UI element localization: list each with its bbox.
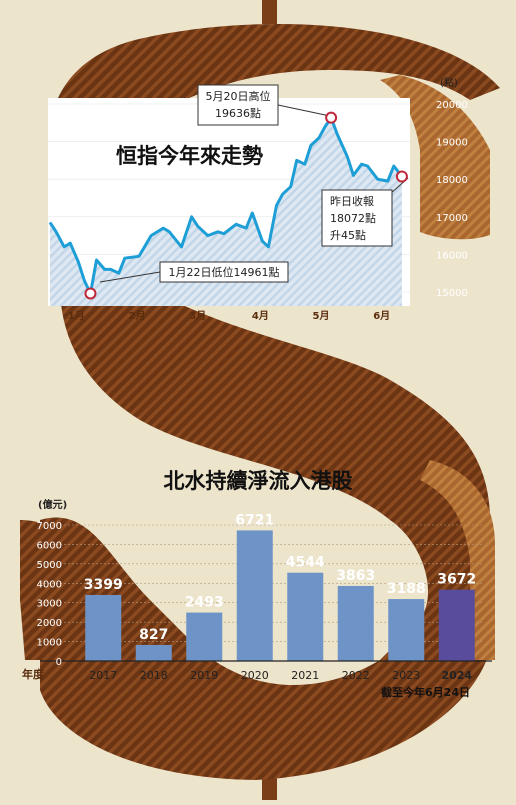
hsi-area-fill (50, 117, 402, 306)
line-chart-y-tick: 15000 (436, 288, 468, 299)
dollar-sign-decoration (20, 0, 500, 800)
line-chart-y-tick: 16000 (436, 250, 468, 261)
annotation-low: 1月22日低位14961點 (99, 261, 289, 283)
marker-low (84, 287, 97, 300)
bar-value-label: 3399 (84, 577, 123, 593)
bar-category-label: 2024 (441, 669, 472, 682)
bar-value-label: 2493 (185, 595, 224, 611)
line-chart-x-tick: 1月 (68, 310, 85, 322)
bar-chart-x-label: 年度 (22, 667, 45, 681)
bar-2018 (135, 644, 172, 661)
bar-category-label: 2018 (140, 669, 168, 682)
bar-chart-y-tick: 3000 (37, 599, 62, 610)
bar-value-label: 827 (139, 627, 168, 643)
bar-category-label: 2023 (392, 669, 420, 682)
bar-2023 (388, 599, 425, 661)
northbound-bar-chart: 北水持續淨流入港股 (億元) 3399 827 2493 6721 4544 3863 31… (22, 469, 492, 699)
bar-2024 (438, 589, 475, 661)
bar-value-label: 3672 (437, 572, 476, 588)
bar-category-label: 2017 (89, 669, 117, 682)
bar-value-label: 4544 (286, 555, 325, 571)
bar-category-label: 2022 (342, 669, 370, 682)
line-chart-x-tick: 6月 (373, 310, 390, 322)
line-chart-y-tick: 18000 (436, 175, 468, 186)
line-chart-y-tick: 19000 (436, 138, 468, 149)
bar-2017 (85, 594, 122, 661)
hsi-line-chart: 15000 16000 17000 18000 19000 20000 1月 2月 3月 4月 5… (48, 76, 468, 322)
hsi-series-line (48, 116, 404, 295)
annotation-close: 昨日收報 18072點 升45點 (321, 177, 409, 247)
bar-category-label: 2021 (291, 669, 319, 682)
bar-category-label: 2019 (190, 669, 218, 682)
annotation-low-line1: 1月22日低位14961點 (169, 265, 280, 279)
bar-chart-note: 截至今年6月24日 (381, 685, 470, 699)
annotation-high-line1: 5月20日高位 (206, 89, 271, 103)
line-chart-x-tick: 4月 (252, 310, 269, 322)
bar-chart-y-tick: 6000 (37, 540, 62, 551)
line-chart-x-tick: 2月 (128, 310, 145, 322)
annotation-close-line3: 升45點 (330, 229, 366, 242)
bar-chart-title: 北水持續淨流入港股 (164, 469, 353, 493)
bar-chart-y-tick: 7000 (37, 521, 62, 532)
line-chart-y-tick: 20000 (436, 100, 468, 111)
bar-2020 (236, 530, 273, 661)
annotation-high: 5月20日高位 19636點 (197, 84, 331, 126)
line-chart-x-tick: 5月 (313, 310, 330, 322)
annotation-close-line1: 昨日收報 (330, 194, 374, 208)
bar-2022 (337, 585, 374, 661)
marker-close (395, 170, 408, 183)
bar-category-label: 2020 (241, 669, 269, 682)
bar-chart-y-tick: 5000 (37, 560, 62, 571)
bar-chart-y-unit: (億元) (38, 498, 67, 511)
bar-2021 (287, 572, 324, 661)
bar-value-label: 3863 (336, 568, 375, 584)
bar-value-label: 6721 (235, 512, 274, 528)
line-chart-title: 恒指今年來走勢 (116, 144, 263, 168)
line-chart-y-unit: (點) (440, 76, 458, 89)
line-chart-x-tick: 3月 (189, 310, 206, 322)
bar-2019 (186, 612, 223, 661)
line-chart-y-tick: 17000 (436, 213, 468, 224)
bar-value-label: 3188 (387, 581, 426, 597)
bar-chart-y-tick: 1000 (37, 638, 62, 649)
bar-chart-y-tick: 2000 (37, 618, 62, 629)
annotation-close-line2: 18072點 (330, 212, 376, 225)
annotation-high-line2: 19636點 (215, 107, 261, 120)
marker-high (325, 111, 338, 124)
bar-chart-y-tick: 0 (56, 657, 62, 668)
bar-chart-y-tick: 4000 (37, 579, 62, 590)
